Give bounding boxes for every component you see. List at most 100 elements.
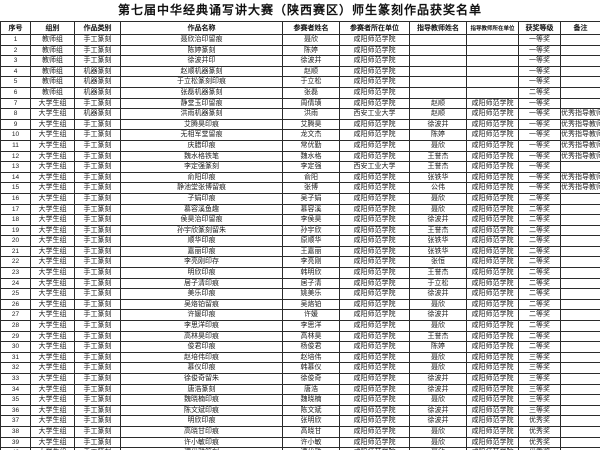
table-cell: 咸阳师范学院: [339, 86, 410, 99]
table-cell: 徐波并: [409, 373, 467, 385]
table-cell: 周倩璜: [282, 97, 340, 110]
table-cell: 咸阳师范学院: [339, 235, 410, 247]
table-cell: 教师组: [30, 34, 75, 46]
column-header: 指导教师姓名: [409, 21, 467, 35]
table-cell: 咸阳师范学院: [339, 298, 410, 311]
table-row: 11 大学生组 手工篆刻 庆腊印痕 常优勤 咸阳师范学院 聂欣 咸阳师范学院 一等奖 优秀指导教师: [0, 139, 600, 152]
table-row: 4 教师组 机器篆刻 赵顺机器篆刻 赵顺 咸阳师范学院 一等奖: [0, 65, 600, 78]
table-cell: 手工篆刻: [74, 171, 121, 184]
row-number-cell: 16: [0, 192, 31, 205]
row-number-cell: 32: [0, 362, 31, 374]
table-cell: 咸阳师范学院: [339, 309, 410, 322]
table-cell: 俞阳: [282, 171, 340, 184]
column-header: 参赛者姓名: [282, 21, 340, 35]
table-cell: [560, 65, 600, 78]
table-row: 3 教师组 手工篆刻 徐波并印 徐波并 咸阳师范学院 一等奖: [0, 55, 600, 67]
table-row: 26 大学生组 手工篆刻 吴烙铂留痕 吴烙铂 咸阳师范学院 聂欣 咸阳师范学院 二等奖: [0, 298, 600, 311]
table-cell: 手工篆刻: [74, 139, 121, 152]
table-cell: 西安工业大学: [339, 108, 410, 120]
table-cell: 张磊: [282, 86, 340, 99]
table-cell: 一等奖: [518, 55, 561, 67]
table-cell: [560, 309, 600, 322]
table-cell: 一等奖: [518, 171, 561, 184]
table-cell: 高晓甘: [282, 425, 340, 438]
table-cell: 张恒: [409, 256, 467, 269]
table-cell: 手工篆刻: [74, 192, 121, 205]
table-cell: 徐波并: [409, 288, 467, 300]
table-row: 14 大学生组 手工篆刻 俞阳印痕 俞阳 咸阳师范学院 张铁华 咸阳师范学院 一等奖 优秀指导教师: [0, 171, 600, 184]
table-cell: [560, 86, 600, 99]
table-cell: 手工篆刻: [74, 256, 121, 269]
table-cell: 明欣印痕: [120, 415, 283, 427]
table-cell: 洪雨: [282, 108, 340, 120]
table-cell: 手工篆刻: [74, 118, 121, 131]
table-cell: 咸阳师范学院: [466, 351, 519, 364]
column-header: 组别: [30, 21, 75, 35]
table-cell: 韩慕仪: [282, 362, 340, 374]
table-cell: 一等奖: [518, 65, 561, 78]
table-cell: 居子清印痕: [120, 277, 283, 290]
table-cell: 大学生组: [30, 214, 75, 226]
table-cell: 咸阳师范学院: [466, 192, 519, 205]
row-number-cell: 9: [0, 118, 31, 131]
row-number-cell: 4: [0, 65, 31, 78]
table-cell: [560, 214, 600, 226]
table-cell: 聂欣: [409, 394, 467, 406]
row-number-cell: 29: [0, 330, 31, 343]
table-cell: 张博: [282, 182, 340, 194]
table-cell: [466, 86, 519, 99]
table-cell: 大学生组: [30, 256, 75, 269]
table-cell: 咸阳师范学院: [339, 65, 410, 78]
page-title: 第七届中华经典诵写讲大赛（陕西赛区）师生篆刻作品获奖名单: [117, 3, 482, 17]
table-cell: 三等奖: [518, 373, 561, 385]
table-cell: 三等奖: [518, 404, 561, 417]
table-cell: 咸阳师范学院: [466, 97, 519, 110]
row-number-cell: 17: [0, 203, 31, 216]
table-cell: 手工篆刻: [74, 277, 121, 290]
table-cell: 李思洋: [282, 320, 340, 332]
table-cell: 赵顺: [409, 97, 467, 110]
table-cell: 咸阳师范学院: [466, 362, 519, 374]
row-number-cell: 23: [0, 267, 31, 279]
table-cell: 聂欣治印留痕: [120, 34, 283, 46]
table-row: 40大学生组手工篆刻谭优雅篆刻谭优雅咸阳师范学院聂欣咸阳师范学院优秀奖: [0, 447, 600, 450]
table-cell: [560, 330, 600, 343]
table-cell: 原顺华: [282, 235, 340, 247]
table-cell: 大学生组: [30, 97, 75, 110]
table-cell: 一等奖: [518, 139, 561, 152]
table-row: 15 大学生组 手工篆刻 静池堂张博留痕 张博 咸阳师范学院 公伟 咸阳师范学院 一等奖 优秀指导…: [0, 182, 600, 194]
table-cell: 聂欣: [409, 425, 467, 438]
table-cell: 咸阳师范学院: [466, 161, 519, 173]
table-cell: 大学生组: [30, 425, 75, 438]
column-header: 指导教师所在单位: [466, 21, 519, 35]
table-cell: 静堂玉印留痕: [120, 97, 283, 110]
award-table: 序号 组别 作品类别 作品名称 参赛者姓名 参赛者所在单位 指导教师姓名 指导教师所在单位 获奖…: [0, 21, 600, 450]
table-cell: 咸阳师范学院: [339, 55, 410, 67]
table-cell: 一等奖: [518, 76, 561, 88]
table-header: 序号 组别 作品类别 作品名称 参赛者姓名 参赛者所在单位 指导教师姓名 指导教师所在单位 获奖…: [0, 21, 600, 35]
table-cell: 手工篆刻: [74, 330, 121, 343]
table-cell: 一等奖: [518, 44, 561, 57]
table-cell: 许媛: [282, 309, 340, 322]
row-number-cell: 24: [0, 277, 31, 290]
table-cell: 侯昊治印留痕: [120, 214, 283, 226]
table-cell: 大学生组: [30, 192, 75, 205]
table-row: 9 大学生组 手工篆刻 艾腾昊印痕 艾腾昊 咸阳师范学院 徐波并 咸阳师范学院 一等奖 优秀指导教…: [0, 118, 600, 131]
table-cell: [409, 34, 467, 46]
header-row: 序号 组别 作品类别 作品名称 参赛者姓名 参赛者所在单位 指导教师姓名 指导教师所在单位 获奖…: [0, 21, 600, 35]
table-row: 1 教师组 手工篆刻 聂欣治印留痕 聂欣 咸阳师范学院 一等奖: [0, 34, 600, 46]
table-cell: 咸阳师范学院: [466, 129, 519, 141]
table-cell: 魏晓楠: [282, 394, 340, 406]
table-cell: 咸阳师范学院: [466, 267, 519, 279]
table-cell: 咸阳师范学院: [339, 267, 410, 279]
table-cell: 咸阳师范学院: [339, 224, 410, 237]
table-cell: 优秀奖: [518, 415, 561, 427]
table-cell: 咸阳师范学院: [466, 383, 519, 396]
table-cell: 大学生组: [30, 373, 75, 385]
table-cell: 无相军堂留痕: [120, 129, 283, 141]
row-number-cell: 34: [0, 383, 31, 396]
table-cell: 大学生组: [30, 245, 75, 258]
table-row: 24 大学生组 手工篆刻 居子清印痕 居子清 咸阳师范学院 于立松 咸阳师范学院 二等奖: [0, 277, 600, 290]
table-cell: [560, 425, 600, 438]
table-cell: 孙宇欣: [282, 224, 340, 237]
